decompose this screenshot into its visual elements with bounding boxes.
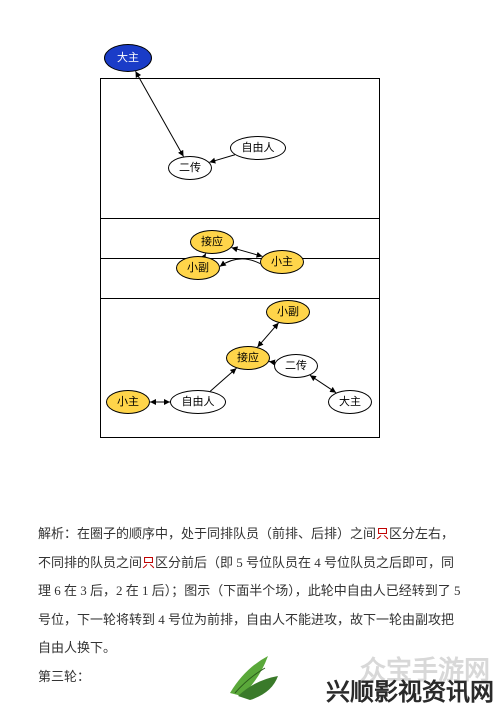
analysis-text-part: 在圈子的顺序中，处于同排队员（前排、后排）之间 [77, 526, 376, 541]
node-erchuan_low: 二传 [274, 354, 318, 378]
node-xiaofu_low: 小副 [266, 300, 310, 324]
node-dazhu_bot: 大主 [328, 390, 372, 414]
node-jieying_mid: 接应 [190, 230, 234, 254]
node-libero_bot: 自由人 [170, 390, 226, 414]
watermark-primary: 兴顺影视资讯网 [326, 672, 494, 707]
court-midline [100, 218, 380, 219]
node-xiaofu_mid: 小副 [176, 256, 220, 280]
node-erchuan_mid: 二传 [168, 156, 212, 180]
leaf-icon [230, 656, 278, 700]
node-libero_mid: 自由人 [230, 136, 286, 160]
node-xiaozhu_bot: 小主 [106, 390, 150, 414]
analysis-text-red: 只 [142, 555, 155, 570]
analysis-label: 解析： [38, 526, 77, 541]
court-midline [100, 298, 380, 299]
court-midline [100, 258, 380, 259]
node-jieying_low: 接应 [226, 346, 270, 370]
analysis-text-red: 只 [376, 526, 389, 541]
round-label: 第三轮： [38, 669, 90, 684]
volleyball-rotation-diagram: 大主二传自由人接应小副小主小副接应二传小主自由人大主 [80, 40, 420, 470]
watermark-area: 众宝手游网 兴顺影视资讯网 [220, 648, 500, 708]
node-xiaozhu_mid: 小主 [260, 250, 304, 274]
node-dazhu_top: 大主 [104, 44, 152, 72]
